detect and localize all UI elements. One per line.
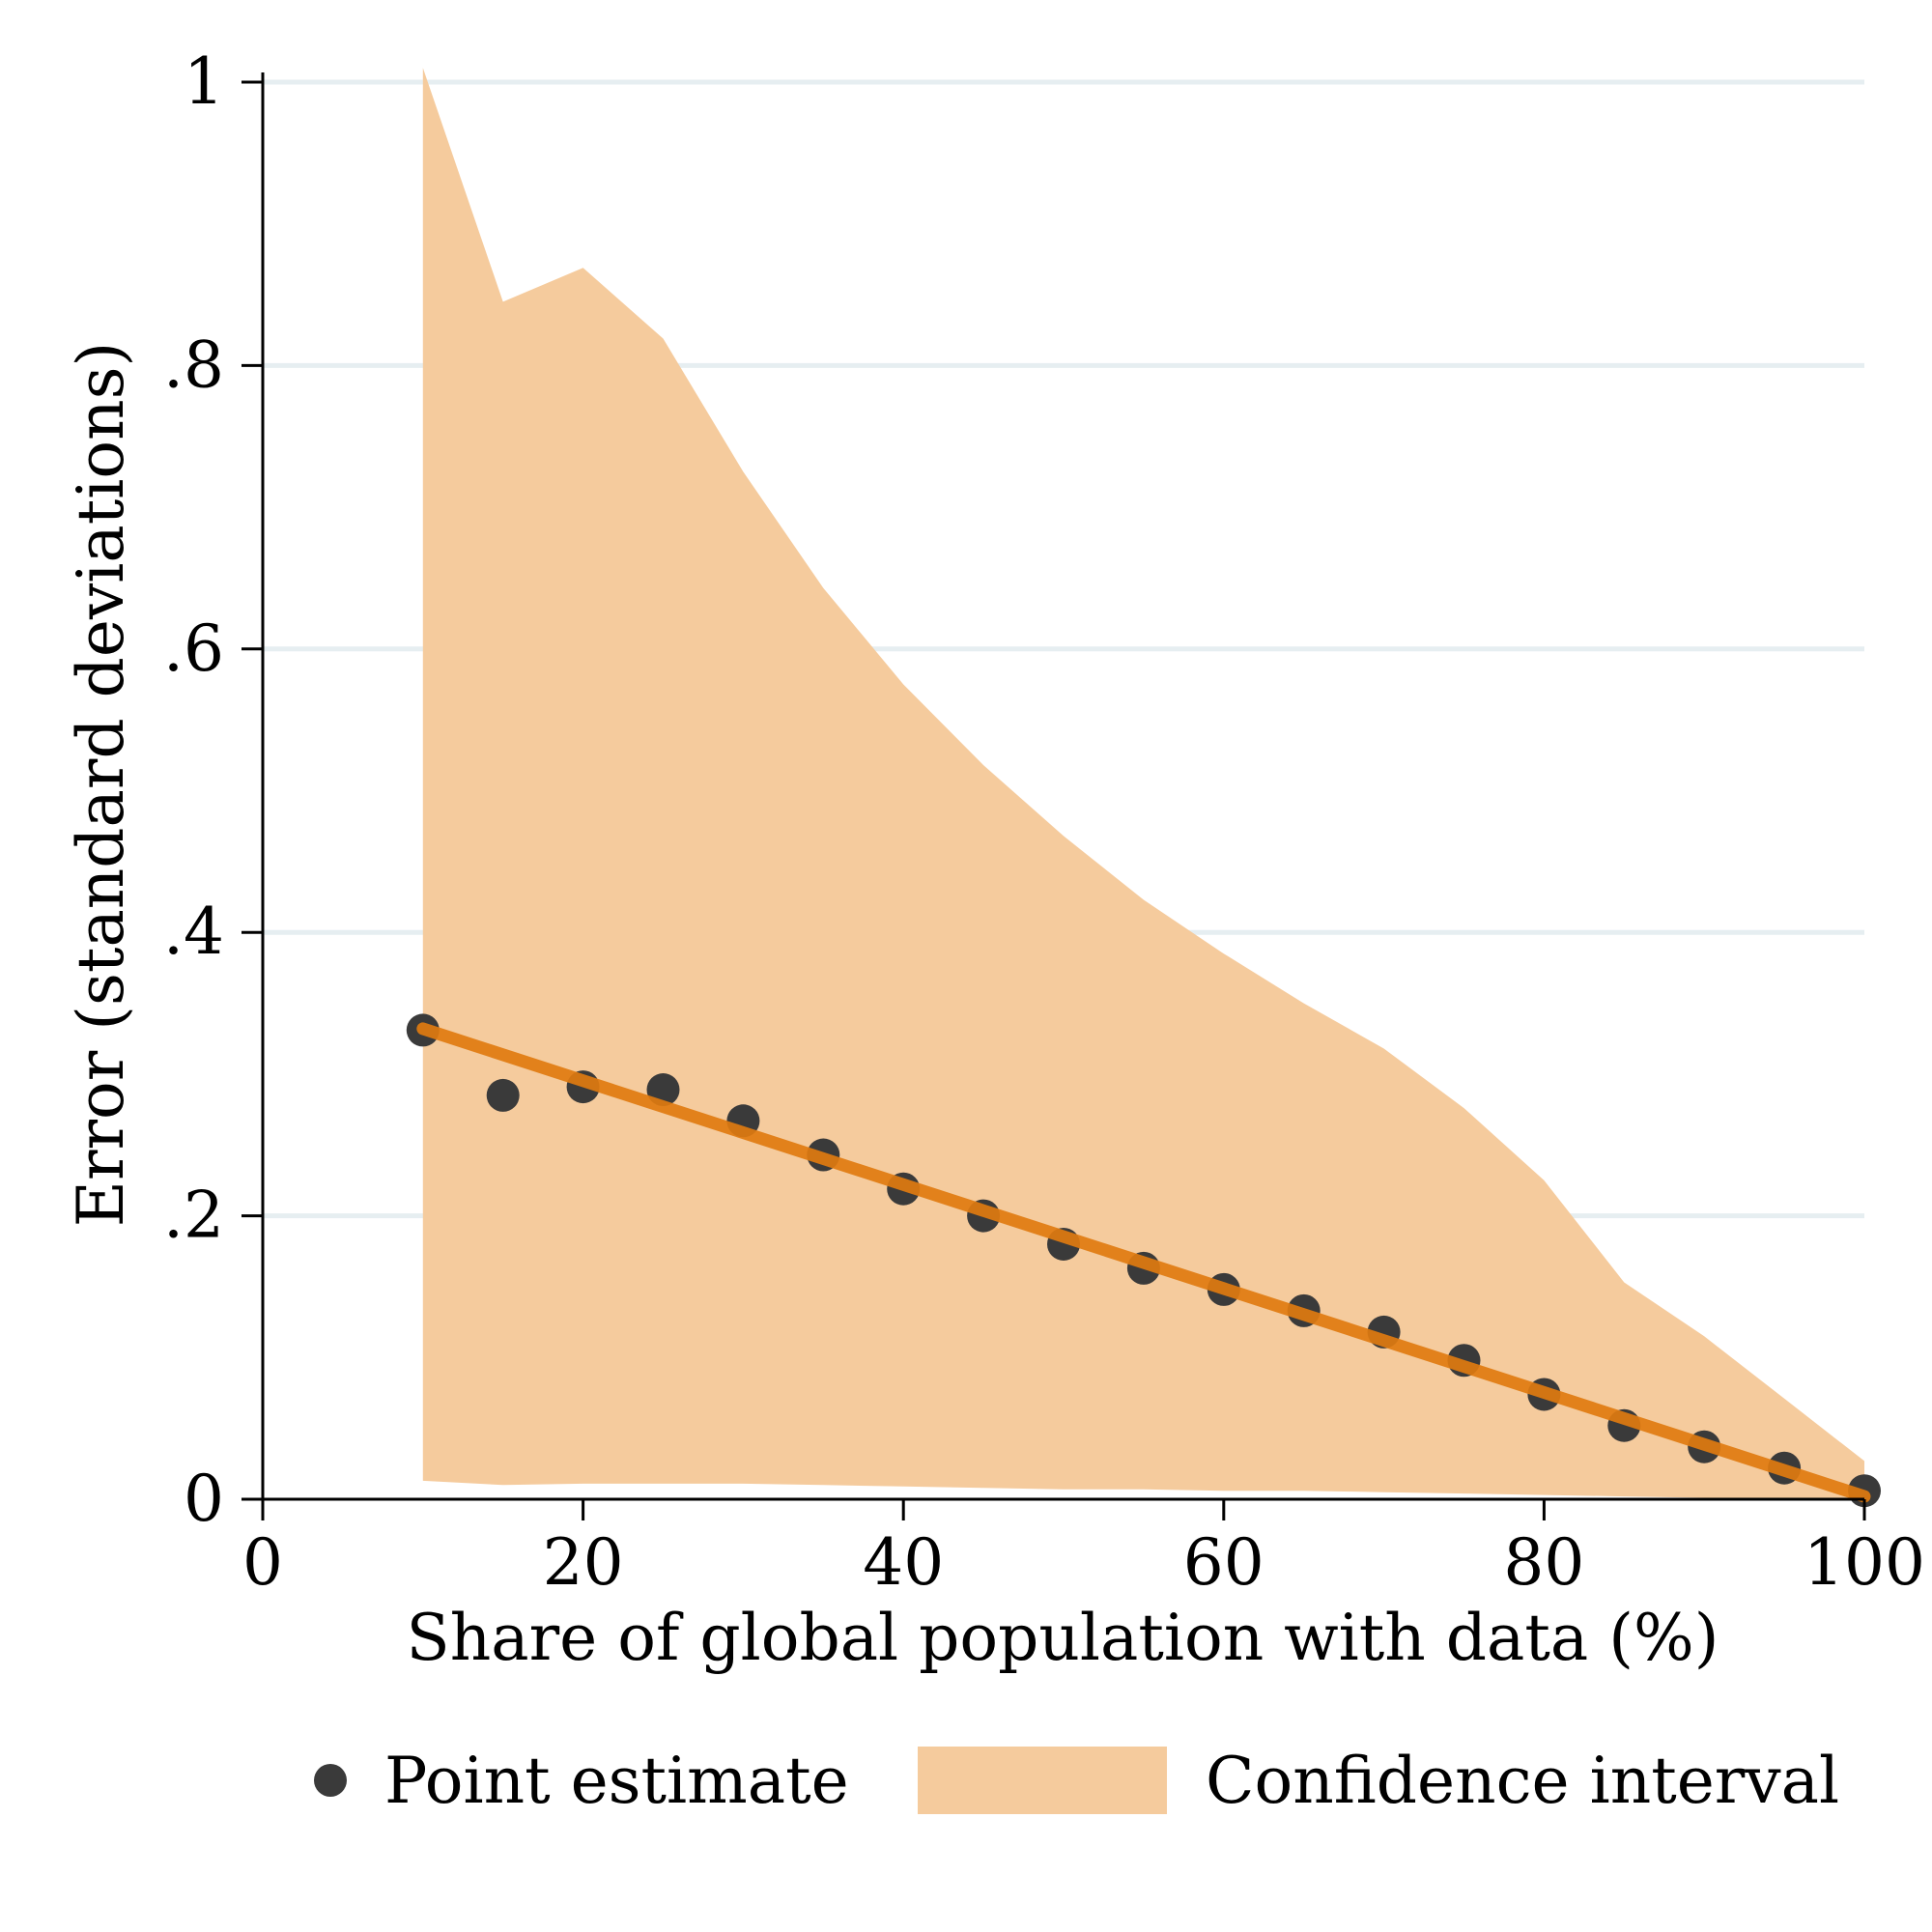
x-tick-label: 60	[1183, 1525, 1264, 1600]
y-tick-label: .8	[163, 327, 224, 402]
x-axis-label: Share of global population with data (%)	[407, 1601, 1719, 1675]
x-tick-label: 80	[1503, 1525, 1584, 1600]
legend-point-estimate-label: Point estimate	[384, 1744, 849, 1818]
y-axis-ticks: 0 .2 .4 .6 .8 1	[163, 44, 263, 1536]
x-tick-label: 100	[1804, 1525, 1925, 1600]
y-tick-label: 0	[184, 1462, 224, 1536]
legend-point-estimate-marker	[314, 1764, 347, 1797]
x-tick-label: 20	[543, 1525, 624, 1600]
y-tick-label: .4	[163, 895, 224, 969]
fit-line-layer	[416, 1022, 1871, 1503]
y-tick-label: 1	[184, 44, 224, 119]
y-tick-label: .2	[163, 1179, 224, 1253]
fit-line	[416, 1022, 1871, 1503]
point-estimate-marker	[486, 1078, 520, 1112]
y-tick-label: .6	[163, 611, 224, 686]
axes	[261, 72, 1864, 1501]
legend: Point estimate Confidence interval	[314, 1744, 1839, 1818]
y-axis-label: Error (standard deviations)	[64, 342, 138, 1227]
legend-confidence-interval-label: Confidence interval	[1206, 1744, 1839, 1818]
x-tick-label: 40	[863, 1525, 944, 1600]
legend-confidence-interval-swatch	[918, 1747, 1167, 1814]
x-tick-label: 0	[242, 1525, 283, 1600]
x-axis-ticks: 0 20 40 60 80 100	[242, 1499, 1925, 1600]
